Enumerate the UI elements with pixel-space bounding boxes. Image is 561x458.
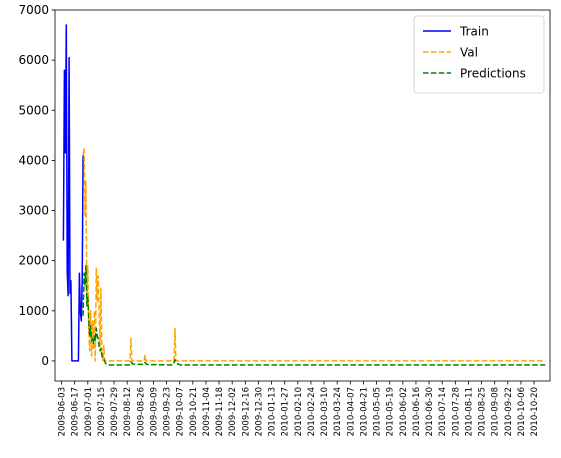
x-tick-label: 2009-11-18 bbox=[215, 387, 225, 436]
x-tick-label: 2009-07-29 bbox=[110, 387, 120, 436]
y-tick-label: 5000 bbox=[18, 103, 49, 117]
y-tick-label: 7000 bbox=[18, 3, 49, 17]
x-tick-label: 2010-02-24 bbox=[307, 387, 317, 436]
x-tick-label: 2010-05-05 bbox=[373, 387, 383, 436]
x-tick-label: 2010-06-30 bbox=[425, 387, 435, 436]
x-tick-label: 2009-09-09 bbox=[149, 387, 159, 436]
x-tick-label: 2009-08-12 bbox=[123, 387, 133, 436]
x-tick-label: 2010-08-25 bbox=[478, 387, 488, 436]
legend-label-predictions: Predictions bbox=[460, 67, 526, 81]
y-tick-label: 1000 bbox=[18, 304, 49, 318]
x-tick-label: 2010-03-24 bbox=[333, 387, 343, 436]
x-tick-label: 2009-12-30 bbox=[254, 387, 264, 436]
x-tick-label: 2010-07-14 bbox=[438, 387, 448, 436]
x-tick-label: 2010-10-06 bbox=[517, 387, 527, 436]
x-tick-label: 2010-04-21 bbox=[359, 387, 369, 436]
x-tick-label: 2009-09-23 bbox=[163, 387, 173, 436]
legend: Train Val Predictions bbox=[413, 15, 545, 94]
x-tick-label: 2009-11-04 bbox=[202, 387, 212, 436]
series-line-train bbox=[62, 24, 84, 362]
x-tick-label: 2010-10-20 bbox=[530, 387, 540, 436]
x-tick-label: 2009-07-15 bbox=[97, 387, 107, 436]
y-tick-label: 3000 bbox=[18, 204, 49, 218]
legend-box bbox=[413, 15, 545, 94]
series-line-predictions bbox=[82, 264, 546, 366]
x-tick-label: 2009-12-02 bbox=[228, 387, 238, 436]
x-tick-label: 2010-06-02 bbox=[399, 387, 409, 436]
plot-frame bbox=[54, 9, 551, 382]
x-tick-label: 2010-01-13 bbox=[268, 387, 278, 436]
y-axis: 0 1000 2000 3000 4000 5000 6000 7000 bbox=[18, 3, 55, 368]
y-tick-label: 4000 bbox=[18, 153, 49, 167]
x-tick-label: 2010-07-28 bbox=[451, 387, 461, 436]
x-tick-label: 2010-03-10 bbox=[320, 387, 330, 436]
x-tick-label: 2010-01-27 bbox=[281, 387, 291, 436]
x-tick-label: 2009-10-07 bbox=[176, 387, 186, 436]
x-tick-label: 2009-10-21 bbox=[189, 387, 199, 436]
x-tick-label: 2009-07-01 bbox=[84, 387, 94, 436]
x-tick-label: 2010-09-22 bbox=[504, 387, 514, 436]
x-axis: 2009-06-03 2009-06-17 2009-07-01 2009-07-15… bbox=[58, 381, 540, 436]
y-tick-label: 6000 bbox=[18, 53, 49, 67]
y-tick-label: 0 bbox=[41, 354, 49, 368]
x-tick-label: 2010-09-08 bbox=[491, 387, 501, 436]
x-tick-label: 2009-08-26 bbox=[136, 387, 146, 436]
x-tick-label: 2010-05-19 bbox=[386, 387, 396, 436]
series-layer bbox=[62, 24, 546, 366]
x-tick-label: 2009-06-03 bbox=[58, 387, 68, 436]
legend-label-val: Val bbox=[460, 46, 478, 60]
x-tick-label: 2009-06-17 bbox=[71, 387, 81, 436]
x-tick-label: 2010-02-10 bbox=[294, 387, 304, 436]
x-tick-label: 2010-04-07 bbox=[346, 387, 356, 436]
x-tick-label: 2009-12-16 bbox=[241, 387, 251, 436]
x-tick-label: 2010-06-16 bbox=[412, 387, 422, 436]
legend-label-train: Train bbox=[459, 25, 489, 39]
y-tick-label: 2000 bbox=[18, 254, 49, 268]
x-tick-label: 2010-08-11 bbox=[464, 387, 474, 436]
